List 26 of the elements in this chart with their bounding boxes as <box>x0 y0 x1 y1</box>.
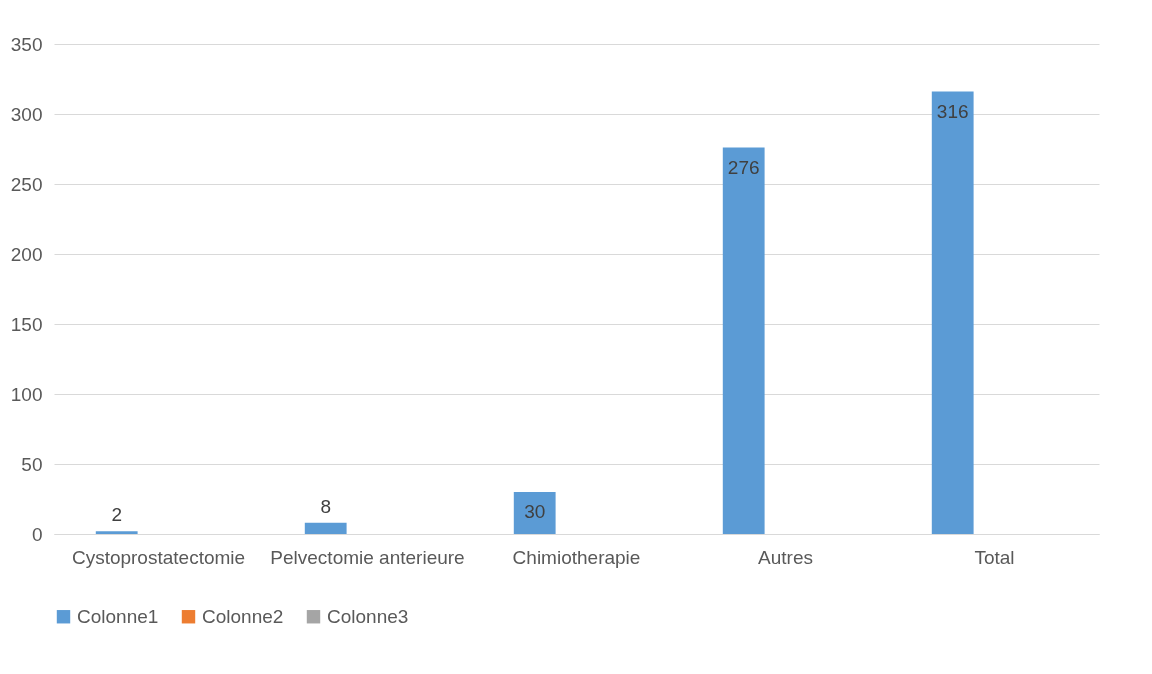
y-tick-label: 250 <box>10 173 43 195</box>
x-tick-label: Autres <box>758 546 813 568</box>
y-tick-label: 300 <box>10 103 43 125</box>
data-label: 30 <box>524 501 546 522</box>
data-label: 316 <box>936 100 969 122</box>
data-label: 8 <box>320 495 331 517</box>
x-tick-label: Cystoprostatectomie <box>71 546 246 568</box>
x-tick-label: Total <box>974 546 1015 568</box>
legend-label: Colonne3 <box>327 605 409 627</box>
y-tick-label: 200 <box>10 243 43 265</box>
bar <box>95 531 138 534</box>
data-label: 276 <box>727 156 760 178</box>
legend-label: Colonne1 <box>77 605 159 627</box>
y-tick-label: 350 <box>10 33 43 55</box>
x-tick-label: Pelvectomie anterieure <box>270 546 465 568</box>
y-tick-label: 150 <box>10 313 43 335</box>
bar <box>722 147 765 534</box>
x-tick-label: Chimiotherapie <box>512 546 641 568</box>
legend-label: Colonne2 <box>202 605 284 627</box>
y-tick-label: 100 <box>10 383 43 405</box>
y-tick-label: 50 <box>21 453 43 475</box>
bar <box>931 91 974 534</box>
data-label: 2 <box>111 504 122 526</box>
bar <box>513 492 556 534</box>
bar <box>304 522 347 534</box>
y-tick-label: 0 <box>31 523 43 545</box>
